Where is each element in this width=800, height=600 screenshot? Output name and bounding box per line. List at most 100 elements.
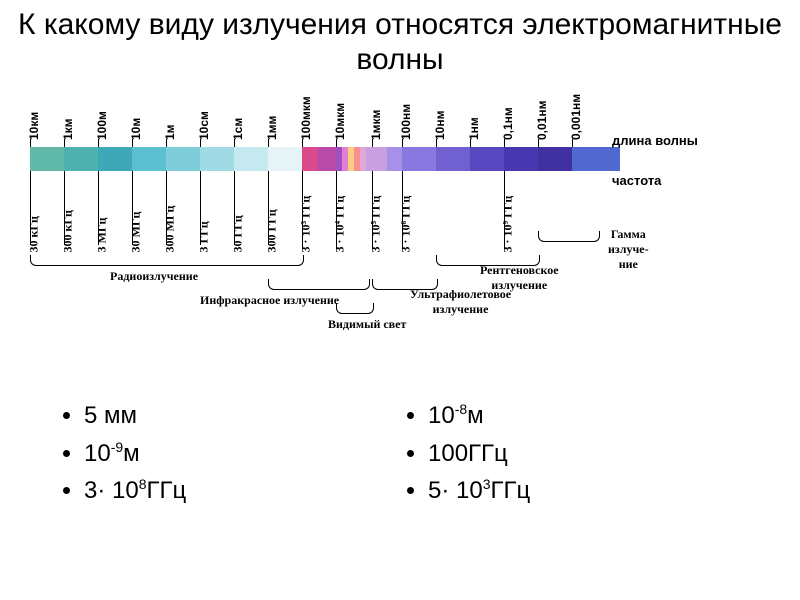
connector [372,179,373,249]
spectrum-segment [387,147,402,171]
wavelength-label: 1м [163,124,177,140]
range-label: Рентгеновское излучение [480,263,559,293]
frequency-label: 300 ГГц [265,209,280,252]
spectrum-segment [234,147,268,171]
spectrum-segment [572,147,620,171]
connector [234,179,235,245]
connector [30,179,31,245]
connector [336,179,337,249]
frequency-label: 3 · 10⁴ ГГц [333,196,348,253]
list-item: 10-9м [84,437,404,471]
wavelength-label: 10мкм [333,103,347,140]
tick [372,171,373,179]
tick [132,171,133,179]
frequency-label: 3 · 10⁵ ГГц [369,196,384,253]
tick [302,171,303,179]
frequency-label: 30 кГц [27,216,42,252]
page-title: К какому виду излучения относятся электр… [0,0,800,79]
range-bracket [336,303,374,314]
connector [200,179,201,245]
em-spectrum-diagram: РадиоизлучениеИнфракрасное излучение Види… [20,85,780,365]
tick [98,139,99,147]
connector [402,179,403,249]
range-label: Радиоизлучение [110,269,198,284]
spectrum-segment [268,147,302,171]
list-item: 10-8м [428,399,748,433]
list-item: 5 мм [84,399,404,433]
tick [402,171,403,179]
tick [504,139,505,147]
connector [302,179,303,249]
question-list-left: 5 мм 10-9м3· 108ГГц [60,395,404,512]
spectrum-segment [64,147,98,171]
spectrum-segment [132,147,166,171]
wavelength-label: 10км [27,112,41,140]
wavelength-label: 1км [61,118,75,140]
spectrum-segment [30,147,64,171]
wavelength-axis-label: длина волны [612,133,698,148]
range-label: Инфракрасное излучение [200,293,339,308]
range-label: Видимый свет [328,317,406,332]
tick [302,139,303,147]
tick [64,139,65,147]
tick [268,171,269,179]
frequency-label: 3 · 10³ ГГц [299,196,314,253]
spectrum-segment [372,147,387,171]
tick [336,171,337,179]
range-bracket [538,231,600,242]
range-label: Гамма излуче- ние [608,227,649,272]
list-item: 5· 103ГГц [428,474,748,508]
range-bracket [268,279,370,290]
tick [234,139,235,147]
question-lists: 5 мм 10-9м3· 108ГГц 10-8м 100ГГц5· 103ГГц [0,365,800,512]
wavelength-label: 10нм [433,111,447,140]
spectrum-segment [436,147,470,171]
frequency-label: 3 · 10⁶ ГГц [399,196,414,253]
spectrum-segment [302,147,318,171]
spectrum-segment [200,147,234,171]
spectrum-segment [318,147,336,171]
spectrum-segment [98,147,132,171]
tick [268,139,269,147]
wavelength-label: 100мкм [299,96,313,140]
tick [470,139,471,147]
wavelength-label: 1нм [467,117,481,140]
tick [372,139,373,147]
frequency-label: 3 · 10⁹ ГГц [501,196,516,253]
frequency-label: 300 кГц [61,210,76,252]
question-list-right: 10-8м 100ГГц5· 103ГГц [404,395,748,512]
tick [64,171,65,179]
tick [166,171,167,179]
connector [98,179,99,245]
wavelength-label: 0,001нм [569,94,583,140]
wavelength-label: 100нм [399,104,413,140]
wavelength-label: 1см [231,118,245,140]
tick [98,171,99,179]
tick [572,139,573,147]
list-item: 3· 108ГГц [84,474,404,508]
frequency-label: 300 МГц [163,206,178,253]
tick [402,139,403,147]
connector [166,179,167,245]
frequency-label: 30 МГц [129,212,144,253]
tick [504,171,505,179]
tick [234,171,235,179]
frequency-label: 3 ГГц [197,221,212,252]
tick [132,139,133,147]
tick [166,139,167,147]
connector [64,179,65,245]
spectrum-segment [402,147,436,171]
connector [504,179,505,249]
tick [336,139,337,147]
connector [268,179,269,245]
wavelength-label: 10м [129,118,143,140]
tick [200,139,201,147]
tick [30,171,31,179]
list-item: 100ГГц [428,437,748,471]
tick [200,171,201,179]
wavelength-label: 100м [95,111,109,140]
wavelength-label: 10см [197,111,211,140]
wavelength-label: 0,01нм [535,101,549,140]
spectrum-segment [470,147,504,171]
range-bracket [30,255,304,266]
